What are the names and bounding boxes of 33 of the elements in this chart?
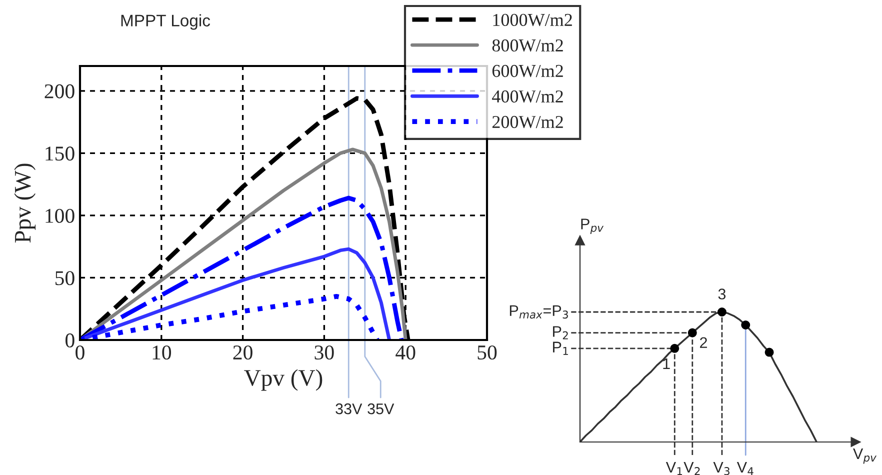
x-tick-label: V$_{3}$ — [713, 462, 730, 475]
x-tick-label: 30 — [314, 345, 334, 360]
y-tick-label: 50 — [56, 271, 74, 286]
x-tick-label: 50 — [478, 345, 497, 360]
y-tick-label: 0 — [66, 333, 74, 348]
legend-label: 400W/m2 — [492, 90, 563, 103]
legend-label: 1000W/m2 — [493, 14, 572, 26]
y-axis-title: P$_{pv}$ — [581, 218, 604, 234]
x-tick-label: V$_{2}$ — [684, 462, 700, 475]
ref-line-label: P$_{max}$=P$_{3}$ — [510, 305, 568, 319]
x-axis-title: V$_{pv}$ — [853, 448, 877, 464]
x-tick-label: 0 — [76, 345, 84, 360]
x-axis-title: Vpv (V) — [244, 369, 322, 391]
x-tick-label: V$_{4}$ — [736, 462, 754, 475]
chart-title: MPPT Logic — [121, 14, 210, 30]
ref-line-label: 33V — [336, 403, 362, 414]
x-tick-label: V$_{1}$ — [666, 462, 682, 475]
annotation: 1 — [663, 358, 670, 370]
x-tick-label: 20 — [233, 345, 252, 360]
annotation: 3 — [718, 288, 726, 300]
x-tick-label: 40 — [396, 345, 416, 360]
x-tick-label: 10 — [152, 345, 172, 360]
legend-label: 200W/m2 — [492, 116, 563, 128]
y-tick-label: 150 — [46, 146, 74, 161]
legend-label: 800W/m2 — [492, 39, 563, 52]
annotation: 2 — [700, 337, 707, 348]
ref-line-label: 35V — [368, 403, 394, 414]
y-axis-title: Ppv (W) — [14, 164, 36, 243]
legend-label: 600W/m2 — [492, 64, 563, 78]
ref-line-label: P$_{1}$ — [553, 342, 568, 355]
y-tick-label: 200 — [44, 84, 74, 98]
y-tick-label: 100 — [46, 208, 74, 223]
ref-line-label: P$_{2}$ — [553, 326, 568, 340]
